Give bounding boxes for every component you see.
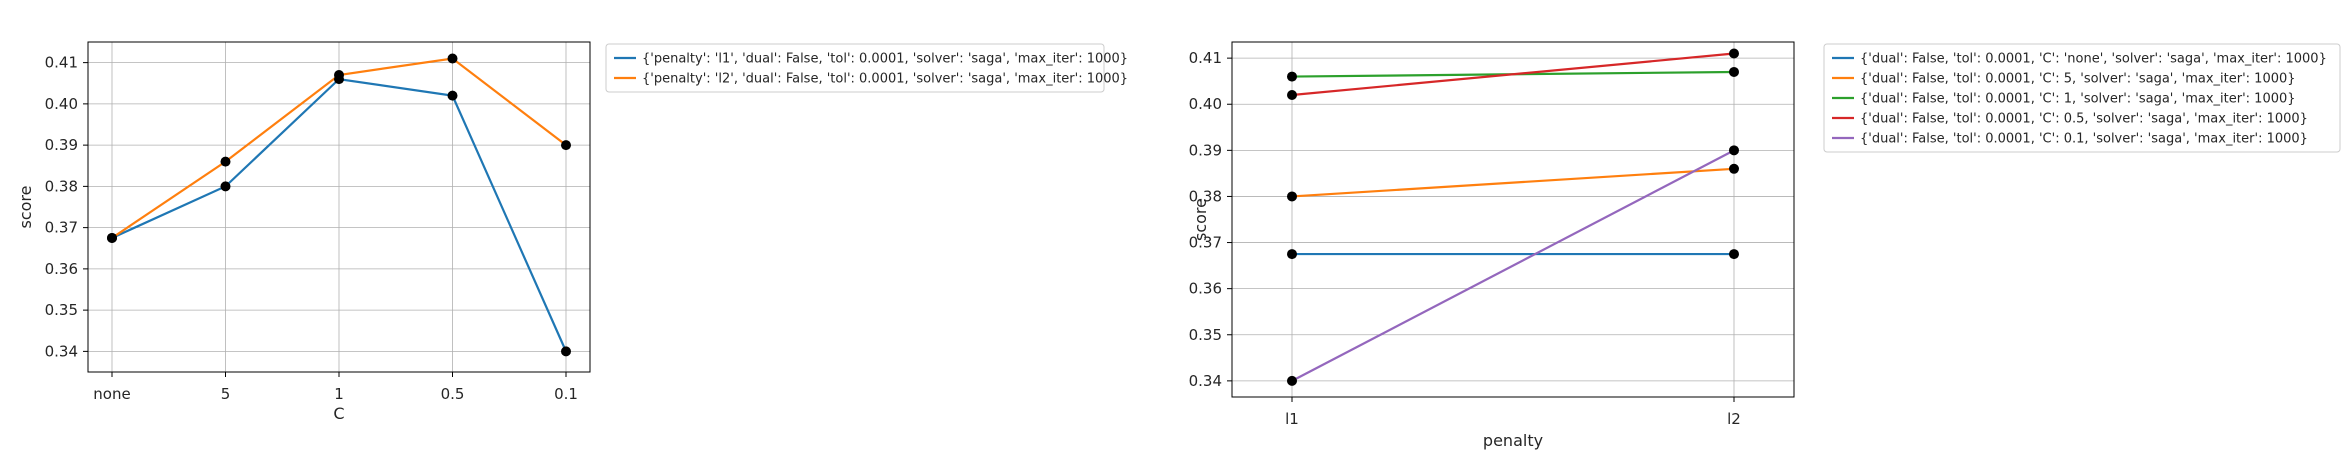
x-tick-label: 5: [221, 385, 231, 403]
data-point: [1729, 66, 1739, 77]
x-tick-label: 1: [334, 385, 344, 403]
data-point: [1287, 375, 1297, 386]
data-point: [220, 181, 231, 192]
x-tick-label: l2: [1727, 410, 1741, 428]
legend-entry: {'dual': False, 'tol': 0.0001, 'C': 1, '…: [1860, 92, 2296, 107]
data-point: [1729, 48, 1739, 59]
series-line-3: [1291, 52, 1735, 97]
legend-entry: {'dual': False, 'tol': 0.0001, 'C': 0.5,…: [1860, 112, 2308, 127]
data-point: [334, 70, 344, 80]
y-tick-label: 0.36: [1189, 280, 1222, 298]
x-tick-label: 0.5: [441, 385, 465, 403]
y-tick-label: 0.35: [45, 301, 78, 319]
legend-box: [605, 43, 1105, 93]
y-axis-label: score: [16, 186, 35, 229]
y-tick-label: 0.35: [1189, 326, 1222, 344]
chart-score-vs-c: 0.34 0.35 0.36 0.37 0.38 0.39 0.40 0.41 none 5 1 0.…: [16, 41, 1128, 423]
data-point: [1729, 163, 1739, 174]
plot-frame: [1231, 41, 1795, 398]
y-tick-label: 0.39: [45, 136, 78, 154]
legend-entry: {'dual': False, 'tol': 0.0001, 'C': 5, '…: [1860, 72, 2296, 87]
y-tick-label: 0.34: [45, 342, 78, 360]
y-tick-label: 0.37: [45, 219, 78, 237]
x-axis-label: C: [333, 404, 344, 423]
y-tick-label: 0.41: [45, 54, 78, 72]
x-axis-label: penalty: [1483, 431, 1543, 450]
data-point: [220, 156, 231, 167]
data-point: [561, 346, 571, 357]
legend-box: [1823, 43, 2341, 153]
legend-entry: {'penalty': 'l2', 'dual': False, 'tol': …: [642, 72, 1128, 87]
y-axis-label: score: [1191, 198, 1210, 241]
grid: [1232, 42, 1794, 397]
data-point: [1287, 90, 1297, 101]
data-point: [1729, 145, 1739, 156]
x-tick-label: 0.1: [554, 385, 578, 403]
data-point: [1287, 249, 1297, 260]
data-point: [561, 140, 571, 151]
y-tick-label: 0.34: [1189, 372, 1222, 390]
y-tick-label: 0.40: [1189, 95, 1222, 113]
x-tick-label: none: [93, 385, 130, 403]
data-point: [1729, 249, 1739, 260]
y-tick-label: 0.38: [45, 177, 78, 195]
y-tick-label: 0.39: [1189, 141, 1222, 159]
legend: {'penalty': 'l1', 'dual': False, 'tol': …: [605, 43, 1128, 93]
y-tick-label: 0.36: [45, 260, 78, 278]
data-point: [1287, 71, 1297, 82]
data-point: [1287, 191, 1297, 202]
legend-entry: {'dual': False, 'tol': 0.0001, 'C': 0.1,…: [1860, 132, 2308, 147]
grid: [88, 42, 590, 372]
series-line-1: [1291, 167, 1735, 198]
y-tick-label: 0.40: [45, 95, 78, 113]
chart-score-vs-penalty: 0.34 0.35 0.36 0.37 0.38 0.39 0.40 0.41 l1 l2 pena…: [1189, 41, 2341, 450]
legend-entry: {'dual': False, 'tol': 0.0001, 'C': 'non…: [1860, 52, 2327, 67]
y-tick-label: 0.37: [1189, 234, 1222, 252]
legend: {'dual': False, 'tol': 0.0001, 'C': 'non…: [1823, 43, 2341, 153]
legend-entry: {'penalty': 'l1', 'dual': False, 'tol': …: [642, 52, 1128, 67]
data-point: [447, 90, 458, 101]
series-line-4: [1291, 149, 1735, 382]
x-tick-label: l1: [1285, 410, 1299, 428]
y-tick-label: 0.41: [1189, 49, 1222, 67]
y-tick-label: 0.38: [1189, 187, 1222, 205]
data-point: [447, 53, 458, 64]
data-point: [107, 232, 117, 243]
